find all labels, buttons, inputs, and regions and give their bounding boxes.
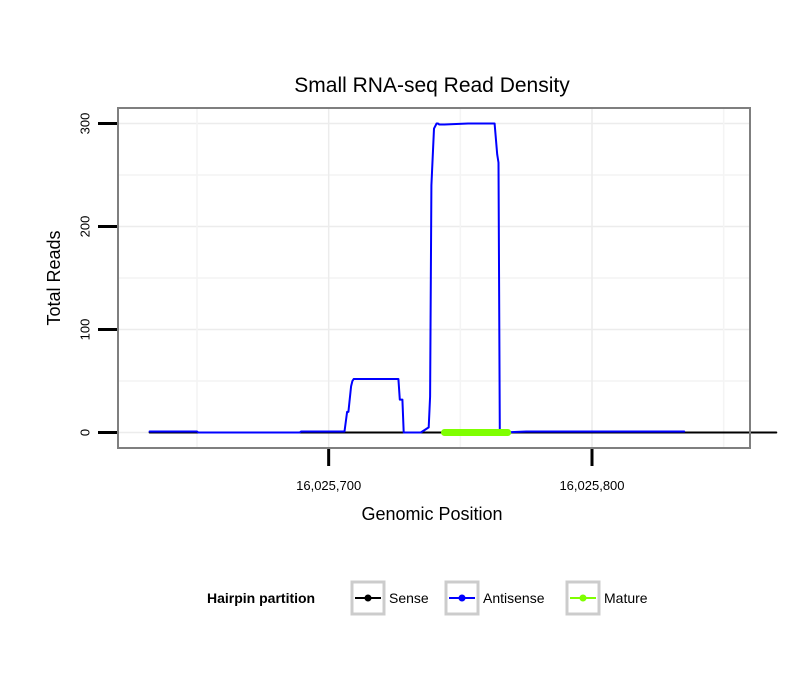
legend-label-sense: Sense — [389, 590, 429, 606]
series-lines — [148, 122, 778, 436]
x-axis: 16,025,700 16,025,800 — [296, 449, 625, 493]
legend-point-sense — [364, 594, 372, 602]
legend-title: Hairpin partition — [207, 590, 315, 606]
legend-point-antisense — [458, 594, 466, 602]
y-axis-title: Total Reads — [44, 230, 64, 325]
x-axis-title: Genomic Position — [361, 504, 502, 524]
series-line-antisense — [148, 122, 686, 434]
legend: Hairpin partition Sense Antisense Mature — [207, 580, 648, 616]
y-tick-label: 100 — [78, 319, 93, 341]
y-tick-label: 300 — [78, 113, 93, 135]
legend-label-antisense: Antisense — [483, 590, 545, 606]
x-tick-label: 16,025,700 — [296, 478, 361, 493]
legend-label-mature: Mature — [604, 590, 648, 606]
x-tick-label: 16,025,800 — [559, 478, 624, 493]
y-tick-label: 0 — [78, 429, 93, 436]
plot-border — [117, 107, 751, 449]
legend-point-mature — [579, 594, 587, 602]
plot-panel — [118, 108, 750, 448]
chart-title: Small RNA-seq Read Density — [294, 74, 570, 97]
y-axis: 0 100 200 300 — [78, 113, 117, 436]
y-tick-label: 200 — [78, 216, 93, 238]
